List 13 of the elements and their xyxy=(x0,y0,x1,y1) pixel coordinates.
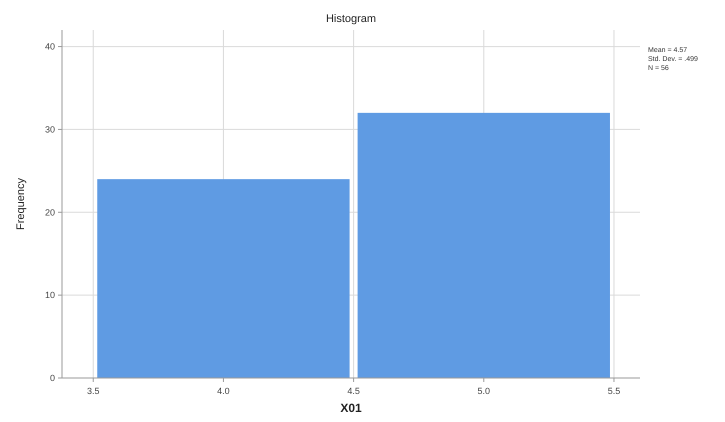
x-tick-label: 3.5 xyxy=(86,386,100,396)
x-tick-label: 4.5 xyxy=(347,386,360,396)
y-tick-label: 40 xyxy=(44,42,55,52)
x-tick-label: 4.0 xyxy=(217,386,230,396)
x-tick-label: 5.0 xyxy=(478,386,490,396)
y-axis-title: Frequency xyxy=(15,178,27,230)
x-tick-label: 5.5 xyxy=(608,386,620,396)
y-tick-label: 0 xyxy=(50,373,55,383)
y-tick-label: 10 xyxy=(44,290,55,300)
y-tick-label: 30 xyxy=(44,124,55,134)
x-axis-title: X01 xyxy=(340,401,362,415)
y-tick-label: 20 xyxy=(44,207,55,218)
chart-title: Histogram xyxy=(326,13,376,25)
